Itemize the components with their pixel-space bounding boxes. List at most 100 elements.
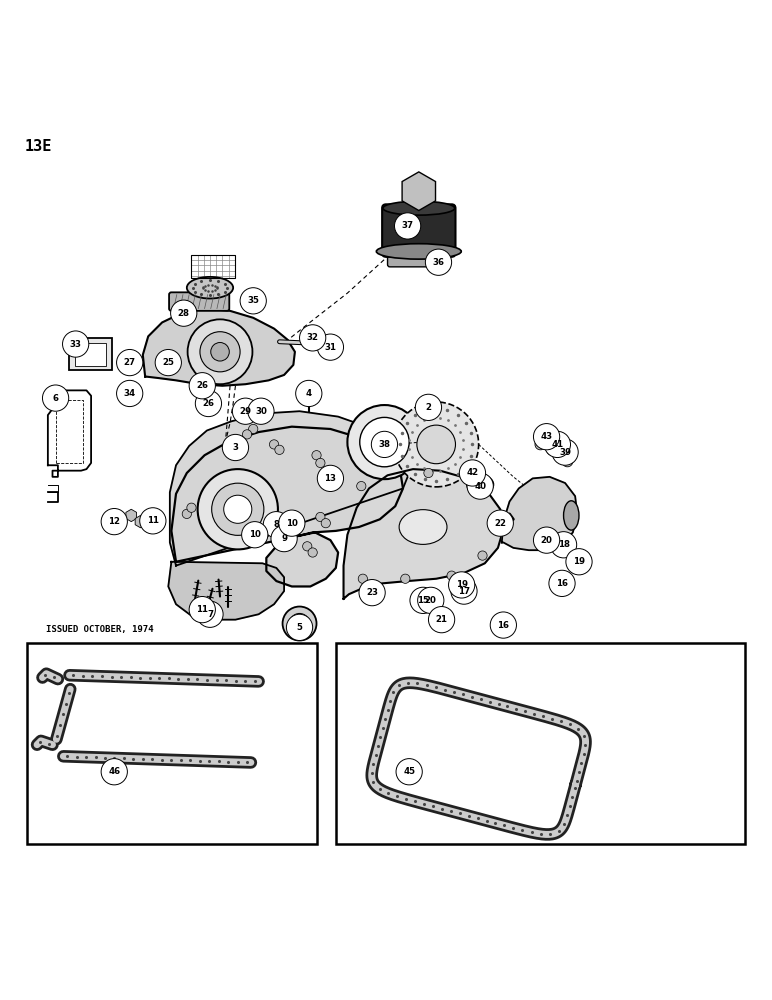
Point bbox=[211, 672, 223, 688]
Point bbox=[561, 807, 574, 823]
Point bbox=[232, 754, 244, 770]
Point bbox=[156, 752, 168, 768]
Text: 26: 26 bbox=[196, 381, 208, 390]
Point bbox=[70, 749, 83, 765]
Point bbox=[134, 670, 147, 686]
Text: 13: 13 bbox=[324, 474, 337, 483]
Point bbox=[137, 751, 149, 767]
Text: 11: 11 bbox=[196, 605, 208, 614]
Circle shape bbox=[428, 607, 455, 633]
Point bbox=[520, 703, 532, 719]
Point bbox=[537, 708, 550, 724]
Circle shape bbox=[478, 551, 487, 560]
Text: 33: 33 bbox=[69, 340, 82, 349]
Bar bbox=[336, 643, 745, 844]
Point bbox=[67, 667, 80, 683]
Text: 23: 23 bbox=[366, 588, 378, 597]
Text: 29: 29 bbox=[239, 407, 252, 416]
Circle shape bbox=[317, 336, 332, 352]
Polygon shape bbox=[168, 562, 284, 620]
Circle shape bbox=[290, 613, 310, 634]
Circle shape bbox=[117, 380, 143, 407]
Point bbox=[462, 808, 475, 824]
Circle shape bbox=[410, 587, 436, 613]
Point bbox=[153, 670, 165, 686]
Point bbox=[144, 670, 156, 686]
Point bbox=[553, 823, 565, 839]
Point bbox=[99, 750, 111, 766]
Circle shape bbox=[101, 759, 127, 785]
Circle shape bbox=[182, 509, 191, 519]
Text: 40: 40 bbox=[474, 482, 486, 491]
Point bbox=[239, 673, 252, 689]
Text: 30: 30 bbox=[255, 407, 267, 416]
Circle shape bbox=[242, 522, 268, 548]
Text: 36: 36 bbox=[432, 258, 445, 267]
Circle shape bbox=[198, 469, 278, 549]
Point bbox=[379, 711, 391, 727]
Circle shape bbox=[240, 288, 266, 314]
Point bbox=[474, 691, 486, 707]
Circle shape bbox=[101, 508, 127, 535]
Circle shape bbox=[424, 468, 433, 478]
Text: 17: 17 bbox=[458, 587, 470, 596]
Text: 6: 6 bbox=[52, 394, 59, 403]
Circle shape bbox=[296, 380, 322, 407]
Circle shape bbox=[140, 508, 166, 534]
Ellipse shape bbox=[383, 201, 455, 215]
Point bbox=[105, 669, 117, 685]
Point bbox=[564, 798, 576, 814]
Point bbox=[174, 752, 187, 768]
Circle shape bbox=[415, 394, 442, 420]
Point bbox=[54, 717, 66, 733]
Point bbox=[388, 684, 400, 700]
Point bbox=[526, 824, 538, 840]
Circle shape bbox=[286, 614, 313, 641]
Bar bbox=[191, 255, 235, 278]
Point bbox=[42, 736, 55, 752]
Point bbox=[575, 755, 587, 771]
Circle shape bbox=[566, 549, 592, 575]
Circle shape bbox=[317, 334, 344, 360]
Point bbox=[411, 675, 424, 691]
Text: 41: 41 bbox=[551, 440, 564, 449]
Point bbox=[76, 668, 89, 684]
Text: 3: 3 bbox=[232, 443, 239, 452]
Point bbox=[516, 822, 529, 838]
Text: 19: 19 bbox=[573, 557, 585, 566]
Text: 22: 22 bbox=[494, 519, 506, 528]
Circle shape bbox=[562, 456, 573, 467]
Text: 43: 43 bbox=[540, 432, 553, 441]
Bar bbox=[27, 643, 317, 844]
Text: 38: 38 bbox=[378, 440, 391, 449]
Text: 20: 20 bbox=[425, 596, 437, 605]
Point bbox=[181, 671, 194, 687]
Point bbox=[115, 669, 127, 685]
Point bbox=[572, 721, 584, 737]
Point bbox=[577, 746, 590, 762]
Circle shape bbox=[474, 488, 483, 497]
Point bbox=[399, 791, 411, 807]
Circle shape bbox=[317, 465, 344, 492]
Text: 37: 37 bbox=[401, 221, 414, 230]
Point bbox=[220, 672, 232, 688]
Circle shape bbox=[487, 510, 513, 536]
Point bbox=[39, 667, 52, 683]
Point bbox=[453, 805, 466, 821]
Text: 45: 45 bbox=[403, 767, 415, 776]
Circle shape bbox=[396, 759, 422, 785]
Point bbox=[372, 738, 384, 754]
Text: 35: 35 bbox=[247, 296, 259, 305]
Circle shape bbox=[189, 596, 215, 623]
Point bbox=[555, 713, 567, 729]
Point bbox=[445, 803, 457, 819]
Text: 2: 2 bbox=[425, 403, 432, 412]
Ellipse shape bbox=[564, 501, 579, 530]
Point bbox=[51, 728, 63, 744]
Point bbox=[118, 750, 130, 766]
Point bbox=[493, 696, 505, 712]
Text: 15: 15 bbox=[417, 596, 429, 605]
Circle shape bbox=[242, 430, 252, 439]
Point bbox=[86, 668, 99, 684]
Point bbox=[429, 679, 442, 695]
